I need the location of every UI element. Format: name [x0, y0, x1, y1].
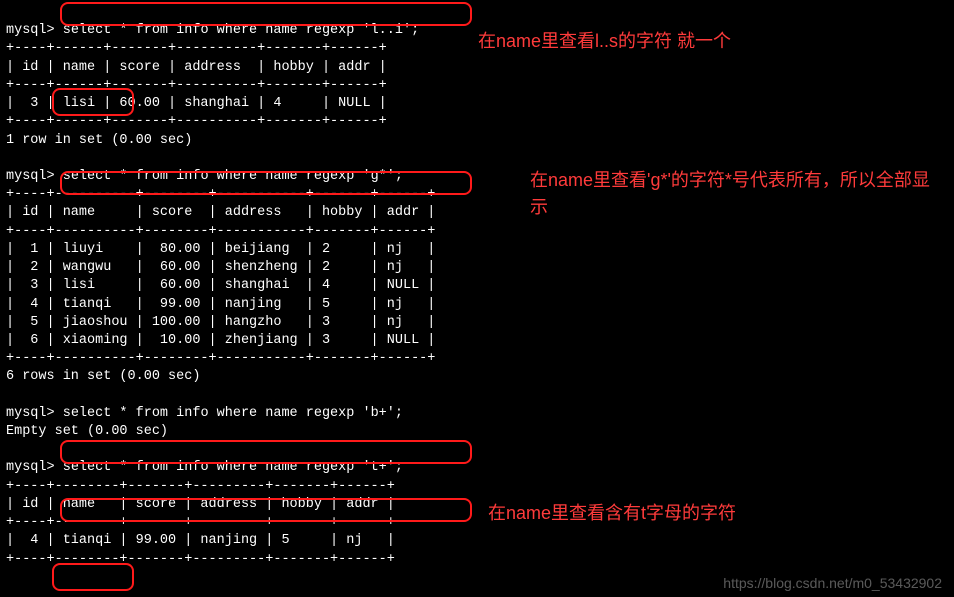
annotation-3: 在name里查看含有t字母的字符 — [488, 500, 908, 527]
table-sep: +----+------+-------+----------+-------+… — [6, 41, 387, 56]
watermark: https://blog.csdn.net/m0_53432902 — [723, 574, 942, 593]
table-header: | id | name | score | address | hobby | … — [6, 60, 387, 75]
sql-query-4: select * from info where name regexp 't+… — [63, 460, 403, 475]
annotation-2: 在name里查看'g*'的字符*号代表所有，所以全部显示 — [530, 167, 940, 221]
table-header: | id | name | score | address | hobby | … — [6, 205, 435, 220]
table-sep: +----+----------+--------+-----------+--… — [6, 224, 435, 239]
sql-query-1: select * from info where name regexp 'l.… — [63, 23, 419, 38]
table-header: | id | name | score | address | hobby | … — [6, 497, 395, 512]
table-sep: +----+--------+-------+---------+-------… — [6, 479, 395, 494]
annotation-1: 在name里查看l..s的字符 就一个 — [478, 28, 898, 55]
result-summary: Empty set (0.00 sec) — [6, 424, 168, 439]
table-sep: +----+------+-------+----------+-------+… — [6, 114, 387, 129]
table-row: | 4 | tianqi | 99.00 | nanjing | 5 | nj … — [6, 297, 435, 312]
table-sep: +----+----------+--------+-----------+--… — [6, 351, 435, 366]
table-sep: +----+------+-------+----------+-------+… — [6, 78, 387, 93]
result-summary: 6 rows in set (0.00 sec) — [6, 369, 200, 384]
table-sep: +----+--------+-------+---------+-------… — [6, 515, 395, 530]
table-row: | 2 | wangwu | 60.00 | shenzheng | 2 | n… — [6, 260, 435, 275]
terminal-output: mysql> select * from info where name reg… — [0, 0, 954, 573]
result-summary: 1 row in set (0.00 sec) — [6, 133, 192, 148]
prompt: mysql> — [6, 23, 55, 38]
sql-query-3: select * from info where name regexp 'b+… — [63, 406, 403, 421]
table-row: | 3 | lisi | 60.00 | shanghai | 4 | NULL… — [6, 278, 435, 293]
sql-query-2: select * from info where name regexp 'g*… — [63, 169, 403, 184]
prompt: mysql> — [6, 460, 55, 475]
table-sep: +----+----------+--------+-----------+--… — [6, 187, 435, 202]
table-row: | 4 | tianqi | 99.00 | nanjing | 5 | nj … — [6, 533, 395, 548]
table-row: | 6 | xiaoming | 10.00 | zhenjiang | 3 |… — [6, 333, 435, 348]
table-row: | 3 | lisi | 60.00 | shanghai | 4 | NULL… — [6, 96, 387, 111]
prompt: mysql> — [6, 169, 55, 184]
table-sep: +----+--------+-------+---------+-------… — [6, 552, 395, 567]
prompt: mysql> — [6, 406, 55, 421]
table-row: | 5 | jiaoshou | 100.00 | hangzho | 3 | … — [6, 315, 435, 330]
table-row: | 1 | liuyi | 80.00 | beijiang | 2 | nj … — [6, 242, 435, 257]
